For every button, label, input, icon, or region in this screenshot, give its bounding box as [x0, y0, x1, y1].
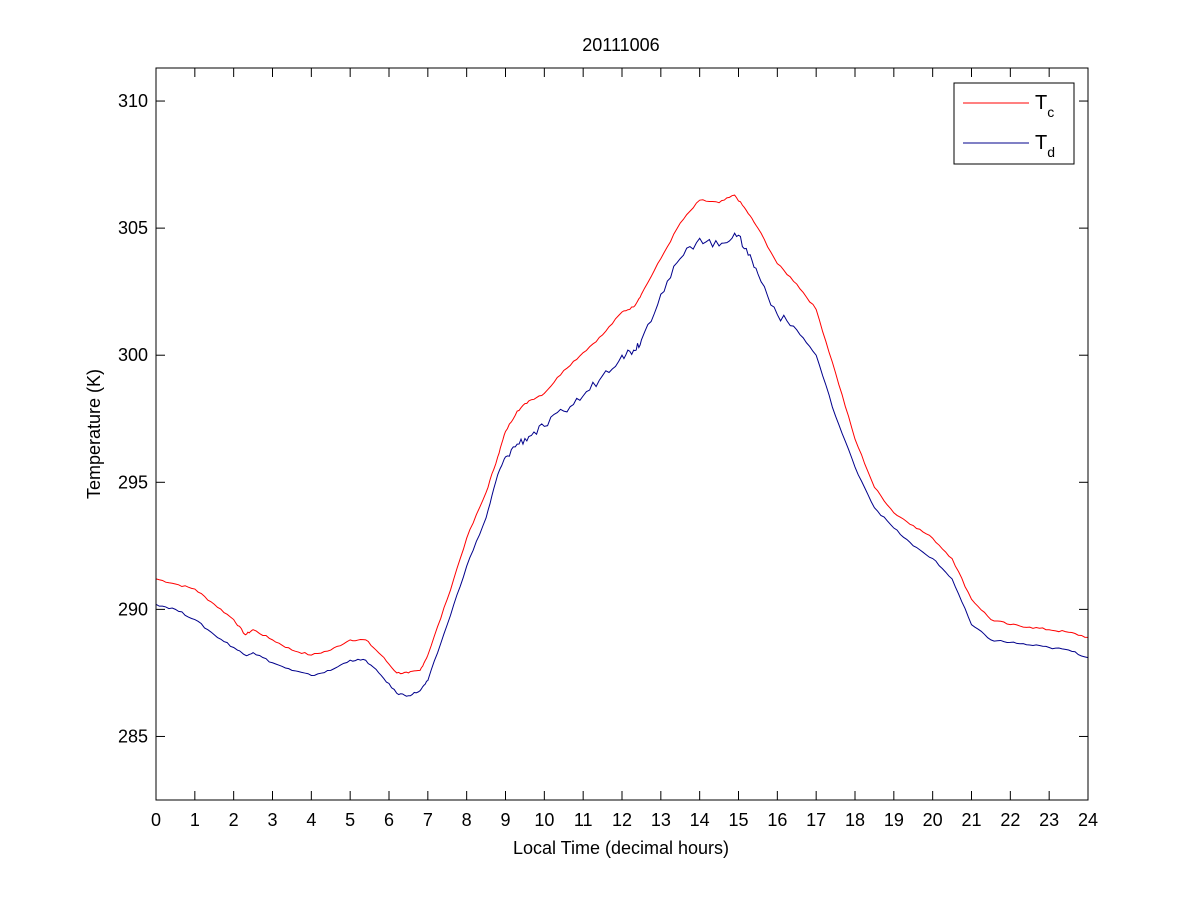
legend-main-tc: T: [1035, 92, 1047, 114]
y-tick-label: 310: [118, 91, 148, 111]
y-tick-label: 305: [118, 218, 148, 238]
x-tick-label: 13: [651, 810, 671, 830]
y-tick-label: 290: [118, 599, 148, 619]
axes-layer: [155, 67, 1089, 801]
x-tick-label: 11: [574, 810, 593, 830]
y-axis: 285 290 295 300 305 310: [118, 91, 1088, 746]
series-layer: [155, 194, 1089, 697]
series-line-t-c: [155, 194, 1089, 675]
x-tick-label: 24: [1078, 810, 1098, 830]
x-tick-label: 2: [229, 810, 239, 830]
legend-sub-td: d: [1047, 144, 1055, 160]
x-tick-label: 15: [728, 810, 748, 830]
x-tick-label: 7: [423, 810, 433, 830]
x-tick-label: 8: [462, 810, 472, 830]
x-tick-label: 4: [306, 810, 316, 830]
x-tick-label: 21: [961, 810, 981, 830]
x-tick-label: 3: [267, 810, 277, 830]
x-axis: 0 1 2 3 4 5 6 7 8 9 10 11 12 13 14 15 16 17 18 19 20 21 22 23 24: [151, 68, 1098, 830]
x-tick-label: 23: [1039, 810, 1059, 830]
y-axis-label: Temperature (K): [84, 369, 104, 499]
x-tick-label: 5: [345, 810, 355, 830]
x-tick-label: 14: [690, 810, 710, 830]
chart-title: 20111006: [582, 35, 659, 55]
x-tick-label: 22: [1000, 810, 1020, 830]
legend: Tc Td: [953, 82, 1075, 165]
x-axis-label: Local Time (decimal hours): [513, 838, 729, 858]
x-tick-label: 9: [500, 810, 510, 830]
y-tick-label: 300: [118, 345, 148, 365]
x-tick-label: 20: [923, 810, 943, 830]
x-tick-label: 6: [384, 810, 394, 830]
legend-label-td: Td: [1035, 132, 1055, 160]
legend-main-td: T: [1035, 132, 1047, 154]
x-tick-label: 18: [845, 810, 865, 830]
x-tick-label: 12: [612, 810, 632, 830]
legend-sub-tc: c: [1047, 104, 1054, 120]
x-tick-label: 19: [884, 810, 904, 830]
series-line-t-d: [155, 232, 1089, 697]
legend-label-tc: Tc: [1035, 92, 1054, 120]
x-tick-label: 0: [151, 810, 161, 830]
legend-box: [953, 82, 1075, 165]
y-tick-label: 295: [118, 472, 148, 492]
x-tick-label: 17: [806, 810, 826, 830]
y-tick-label: 285: [118, 726, 148, 746]
plot-frame: [155, 67, 1089, 801]
x-tick-label: 16: [767, 810, 787, 830]
x-tick-label: 10: [534, 810, 554, 830]
x-tick-label: 1: [190, 810, 200, 830]
